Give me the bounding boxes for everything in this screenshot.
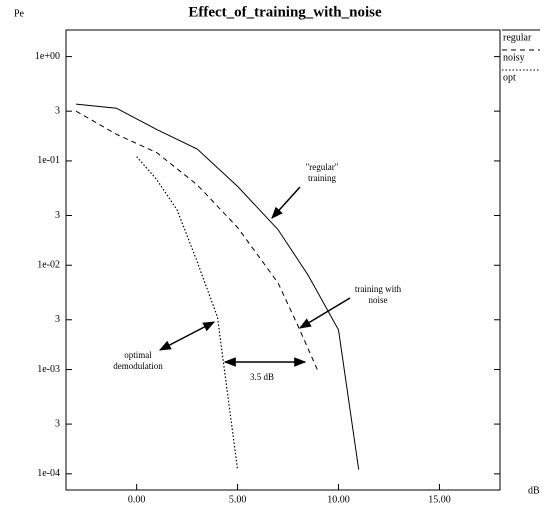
chart-title: Effect_of_training_with_noise	[188, 4, 382, 20]
series-line	[75, 110, 319, 373]
x-tick-label: 5.00	[229, 494, 247, 505]
legend-label: opt	[503, 72, 516, 83]
legend-label: noisy	[503, 52, 525, 63]
y-tick-label: 1e-01	[37, 155, 60, 166]
arrow	[298, 297, 351, 329]
annotation: optimal	[124, 350, 152, 360]
y-tick-label: 3	[55, 418, 60, 429]
x-tick-label: 10.00	[327, 494, 350, 505]
x-tick-label: 15.00	[428, 494, 451, 505]
series-line	[136, 156, 239, 470]
series-line	[76, 103, 360, 470]
y-axis-label: Pe	[14, 8, 25, 19]
plot-frame	[65, 29, 501, 491]
y-tick-label: 1e-02	[37, 260, 60, 271]
y-tick-label: 1e-03	[37, 364, 60, 375]
annotation: noise	[369, 295, 388, 305]
annotation: "regular"	[306, 162, 339, 172]
y-tick-label: 1e-04	[37, 468, 60, 479]
y-tick-label: 3	[55, 210, 60, 221]
y-tick-label: 3	[55, 314, 60, 325]
annotation: training	[308, 173, 336, 183]
annotation: 3.5 dB	[250, 372, 274, 382]
y-tick-label: 3	[55, 105, 60, 116]
annotation: demodulation	[113, 361, 163, 371]
x-tick-label: 0.00	[128, 494, 146, 505]
x-axis-label: dB	[528, 485, 540, 496]
legend-label: regular	[503, 32, 532, 43]
arrow	[271, 186, 301, 219]
arrow	[158, 321, 216, 351]
y-tick-label: 1e+00	[35, 51, 60, 62]
annotation: training with	[355, 284, 402, 294]
